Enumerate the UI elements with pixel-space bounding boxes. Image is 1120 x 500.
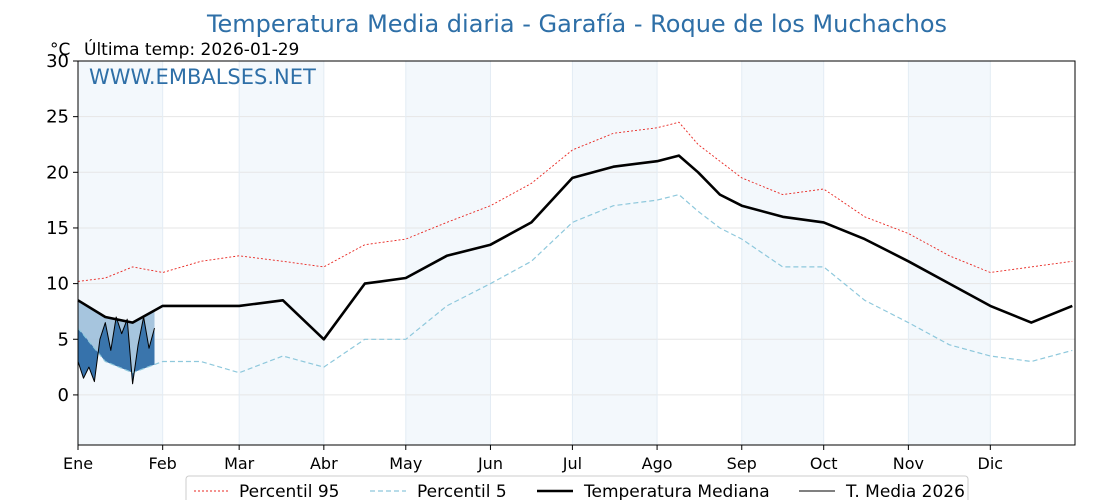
series-line-2: [77, 154, 1073, 341]
legend-label-p5: Percentil 5: [417, 482, 507, 500]
month-band: [572, 61, 658, 445]
x-tick-label: Nov: [893, 454, 924, 473]
x-axis: Ene Feb Mar Abr May Jun Jul Ago Sep Oct Nov Dic: [63, 445, 1003, 473]
x-tick-label: Abr: [310, 454, 338, 473]
x-tick-label: Dic: [978, 454, 1004, 473]
grid-lines: [77, 60, 1075, 445]
chart-title: Temperatura Media diaria - Garafía - Roq…: [206, 10, 947, 38]
series-line-0: [77, 121, 1073, 282]
legend: Percentil 95 Percentil 5 Temperatura Med…: [185, 475, 969, 500]
last-update-label: Última temp: 2026-01-29: [84, 38, 299, 60]
x-tick-label: Ago: [642, 454, 673, 473]
x-tick-label: Sep: [727, 454, 757, 473]
month-band: [405, 61, 491, 445]
y-tick-label: 10: [46, 274, 69, 295]
legend-box: [185, 475, 969, 500]
y-tick-label: 30: [46, 51, 69, 72]
legend-label-median: Temperatura Mediana: [583, 482, 770, 500]
month-band: [908, 61, 991, 445]
x-tick-label: Jul: [562, 454, 582, 473]
watermark: WWW.EMBALSES.NET: [89, 65, 316, 89]
y-tick-label: 20: [46, 162, 69, 183]
x-tick-label: Mar: [224, 454, 255, 473]
unit-label: °C: [50, 40, 70, 60]
month-band: [239, 61, 324, 445]
month-band: [741, 61, 824, 445]
month-bands: [78, 61, 991, 445]
series-lines: [77, 121, 1073, 385]
series-line-3: [77, 316, 155, 385]
x-tick-label: Oct: [810, 454, 838, 473]
series-line-1: [77, 194, 1073, 374]
y-tick-label: 0: [58, 385, 69, 406]
plot-frame: [77, 60, 1076, 446]
y-tick-label: 25: [46, 107, 69, 128]
x-tick-label: Ene: [63, 454, 93, 473]
x-tick-label: Jun: [477, 454, 503, 473]
legend-label-p95: Percentil 95: [239, 482, 339, 500]
x-tick-label: May: [389, 454, 422, 473]
legend-label-2026: T. Media 2026: [845, 482, 965, 500]
y-axis: 0 5 10 15 20 25 30: [46, 51, 78, 406]
x-tick-label: Feb: [149, 454, 177, 473]
y-tick-label: 5: [58, 329, 69, 350]
month-band: [78, 61, 163, 445]
y-tick-label: 15: [46, 218, 69, 239]
